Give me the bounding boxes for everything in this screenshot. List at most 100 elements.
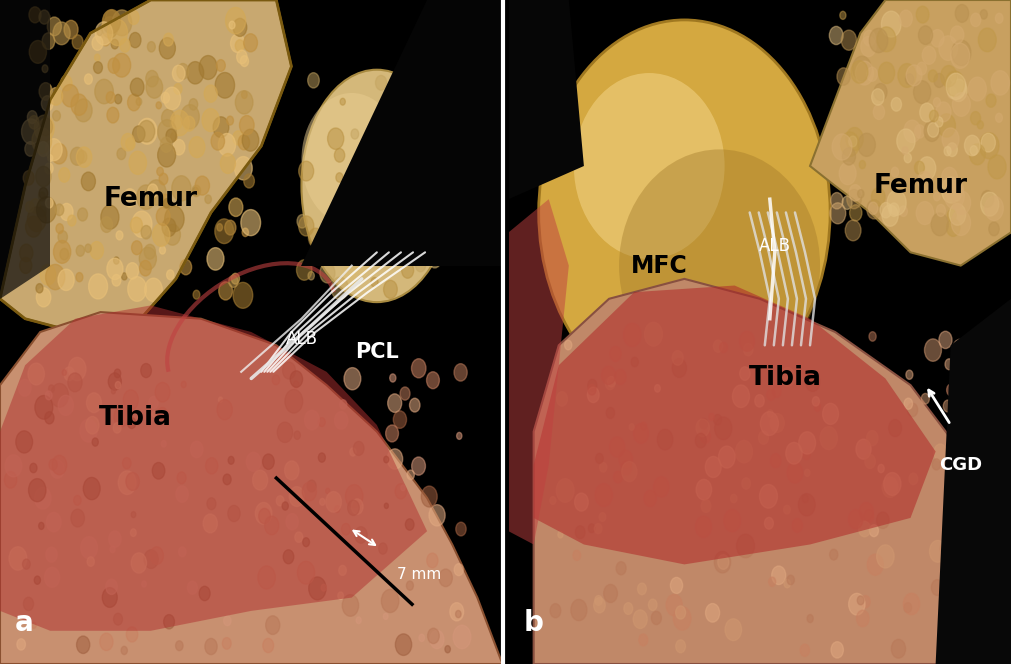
- Circle shape: [342, 523, 351, 535]
- Circle shape: [372, 182, 382, 196]
- Circle shape: [211, 132, 224, 150]
- Circle shape: [34, 396, 53, 419]
- Circle shape: [969, 77, 987, 101]
- Circle shape: [644, 490, 656, 507]
- Circle shape: [916, 202, 933, 224]
- Circle shape: [102, 17, 118, 38]
- Circle shape: [47, 513, 61, 532]
- Circle shape: [62, 370, 67, 375]
- Circle shape: [227, 505, 241, 522]
- Circle shape: [167, 270, 174, 280]
- Circle shape: [878, 464, 885, 473]
- Circle shape: [387, 233, 394, 242]
- Circle shape: [71, 147, 84, 165]
- Circle shape: [831, 193, 843, 209]
- Text: Tibia: Tibia: [99, 405, 172, 432]
- Circle shape: [113, 257, 119, 264]
- Circle shape: [242, 228, 249, 236]
- Circle shape: [242, 91, 247, 98]
- Circle shape: [239, 135, 250, 150]
- Circle shape: [106, 92, 115, 104]
- Circle shape: [981, 191, 994, 207]
- Circle shape: [953, 191, 971, 214]
- Circle shape: [379, 155, 392, 173]
- Circle shape: [908, 403, 918, 417]
- Circle shape: [799, 493, 815, 516]
- Circle shape: [916, 6, 929, 23]
- Circle shape: [241, 210, 261, 236]
- Circle shape: [28, 479, 45, 502]
- Circle shape: [696, 419, 710, 437]
- Circle shape: [136, 98, 142, 106]
- Circle shape: [428, 628, 439, 643]
- Circle shape: [866, 67, 878, 82]
- Circle shape: [638, 583, 646, 595]
- Circle shape: [418, 173, 431, 191]
- Circle shape: [213, 117, 228, 137]
- Circle shape: [856, 439, 871, 459]
- Circle shape: [102, 588, 117, 608]
- Circle shape: [162, 92, 170, 103]
- Circle shape: [971, 112, 981, 125]
- Circle shape: [276, 496, 284, 506]
- Circle shape: [378, 226, 391, 244]
- Circle shape: [187, 62, 203, 84]
- Circle shape: [121, 646, 127, 655]
- Circle shape: [336, 173, 343, 182]
- Circle shape: [163, 201, 169, 208]
- Circle shape: [105, 10, 117, 26]
- Circle shape: [906, 74, 914, 85]
- Text: ALB: ALB: [285, 329, 317, 348]
- Circle shape: [58, 230, 68, 243]
- Circle shape: [165, 224, 180, 245]
- Circle shape: [379, 543, 387, 554]
- Circle shape: [600, 462, 607, 472]
- Circle shape: [29, 116, 39, 129]
- Circle shape: [942, 128, 959, 150]
- Circle shape: [352, 224, 361, 237]
- Circle shape: [898, 64, 916, 88]
- Circle shape: [162, 110, 175, 127]
- Circle shape: [318, 418, 326, 427]
- Circle shape: [767, 410, 773, 417]
- Circle shape: [947, 210, 956, 222]
- Circle shape: [456, 522, 466, 536]
- Circle shape: [139, 120, 155, 142]
- Circle shape: [34, 576, 40, 584]
- Circle shape: [915, 125, 925, 138]
- Circle shape: [593, 598, 606, 613]
- Circle shape: [253, 470, 268, 490]
- Circle shape: [454, 564, 463, 576]
- Circle shape: [29, 41, 47, 63]
- Circle shape: [129, 151, 147, 175]
- Circle shape: [929, 110, 938, 122]
- Circle shape: [214, 219, 234, 244]
- Circle shape: [307, 72, 319, 88]
- Polygon shape: [0, 305, 427, 631]
- Circle shape: [856, 610, 869, 627]
- Circle shape: [610, 346, 622, 361]
- Circle shape: [917, 62, 927, 75]
- Circle shape: [839, 162, 856, 185]
- Circle shape: [719, 446, 735, 468]
- Circle shape: [174, 84, 182, 94]
- Circle shape: [732, 385, 749, 408]
- Circle shape: [985, 196, 1003, 220]
- Polygon shape: [509, 199, 569, 544]
- Circle shape: [266, 616, 280, 635]
- Circle shape: [929, 540, 946, 562]
- Circle shape: [706, 604, 720, 622]
- Circle shape: [904, 593, 920, 615]
- Circle shape: [869, 29, 888, 52]
- Circle shape: [802, 495, 809, 503]
- Circle shape: [32, 127, 52, 153]
- Circle shape: [952, 93, 971, 116]
- Circle shape: [161, 415, 166, 422]
- Circle shape: [595, 454, 604, 463]
- Circle shape: [365, 168, 371, 176]
- Circle shape: [377, 108, 387, 121]
- Circle shape: [220, 153, 236, 173]
- Circle shape: [296, 260, 312, 280]
- Circle shape: [44, 412, 54, 424]
- Circle shape: [297, 561, 314, 584]
